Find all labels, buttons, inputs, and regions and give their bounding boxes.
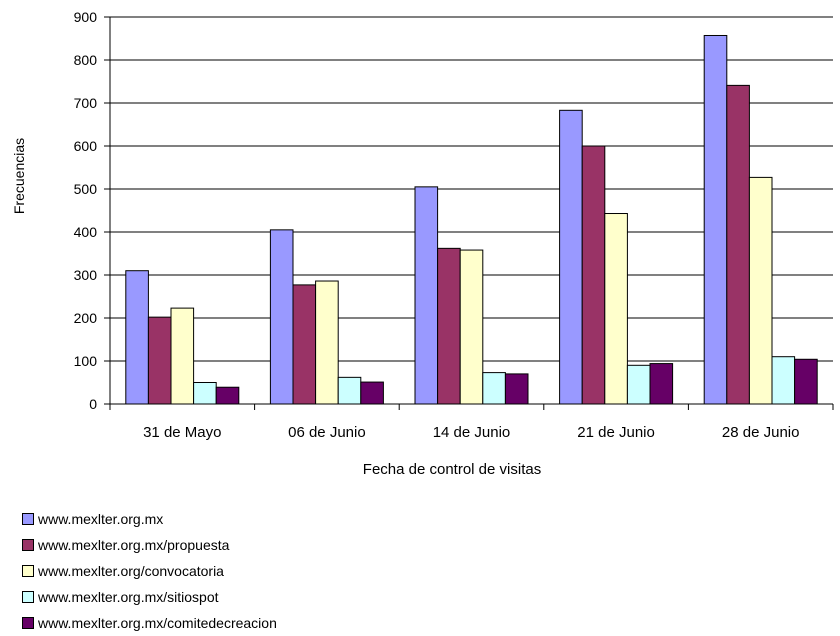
legend-item: www.mexlter.org.mx/sitiospot (22, 584, 277, 610)
bar (771, 356, 796, 405)
legend-item: www.mexlter.org.mx/comitedecreacion (22, 610, 277, 636)
legend-label: www.mexlter.org.mx/comitedecreacion (38, 615, 277, 631)
legend-label: www.mexlter.org.mx/sitiospot (38, 589, 219, 605)
axes (104, 16, 834, 410)
legend-swatch (22, 513, 34, 525)
bar (626, 364, 651, 405)
x-tick-label: 06 de Junio (288, 424, 366, 441)
bar (170, 307, 195, 405)
bar (604, 213, 628, 405)
bar (559, 109, 583, 405)
x-tick-label: 28 de Junio (722, 424, 800, 441)
legend-item: www.mexlter.org.mx (22, 506, 277, 532)
bar (482, 372, 506, 405)
bar (649, 363, 674, 405)
bar (581, 145, 606, 405)
y-tick-label: 800 (74, 52, 98, 68)
legend-swatch (22, 591, 34, 603)
bar (125, 270, 149, 405)
bar (437, 247, 461, 405)
bar (459, 249, 484, 405)
bar (726, 84, 750, 405)
legend-label: www.mexlter.org.mx (38, 511, 164, 527)
y-tick-label: 300 (74, 267, 98, 283)
y-tick-label: 400 (74, 224, 98, 240)
bar (215, 386, 240, 405)
bar (193, 382, 217, 405)
bar (269, 229, 294, 405)
y-tick-label: 900 (74, 9, 98, 25)
legend-swatch (22, 565, 34, 577)
x-tick-label: 21 de Junio (577, 424, 655, 441)
legend: www.mexlter.org.mx www.mexlter.org.mx/pro… (22, 506, 277, 636)
bar-chart: 0 100 200 300 400 500 600 700 800 900 31 de Mayo 0… (11, 9, 834, 478)
bar (315, 280, 339, 405)
y-tick-label: 700 (74, 95, 98, 111)
legend-label: www.mexlter.org/convocatoria (38, 563, 224, 579)
bars (125, 34, 818, 405)
bar (794, 358, 818, 405)
bar (703, 34, 728, 405)
x-tick-labels: 31 de Mayo 06 de Junio 14 de Junio 21 de Ju… (143, 424, 799, 441)
y-tick-labels: 0 100 200 300 400 500 600 700 800 900 (74, 9, 98, 412)
legend-swatch (22, 539, 34, 551)
legend-swatch (22, 617, 34, 629)
legend-item: www.mexlter.org/convocatoria (22, 558, 277, 584)
y-axis-label: Frecuencias (11, 138, 27, 214)
x-axis-label: Fecha de control de visitas (363, 461, 541, 478)
x-tick-label: 14 de Junio (433, 424, 511, 441)
bar (147, 316, 172, 405)
legend-label: www.mexlter.org.mx/propuesta (38, 537, 230, 553)
bar (337, 376, 362, 405)
bar (504, 373, 529, 405)
y-tick-label: 600 (74, 138, 98, 154)
y-tick-label: 0 (89, 396, 97, 412)
bar (292, 284, 317, 405)
gridlines (110, 16, 833, 362)
y-tick-label: 100 (74, 353, 98, 369)
bar (360, 381, 384, 405)
bar (748, 176, 773, 405)
bar (414, 186, 439, 405)
y-tick-label: 500 (74, 181, 98, 197)
x-tick-label: 31 de Mayo (143, 424, 221, 441)
legend-item: www.mexlter.org.mx/propuesta (22, 532, 277, 558)
y-tick-label: 200 (74, 310, 98, 326)
